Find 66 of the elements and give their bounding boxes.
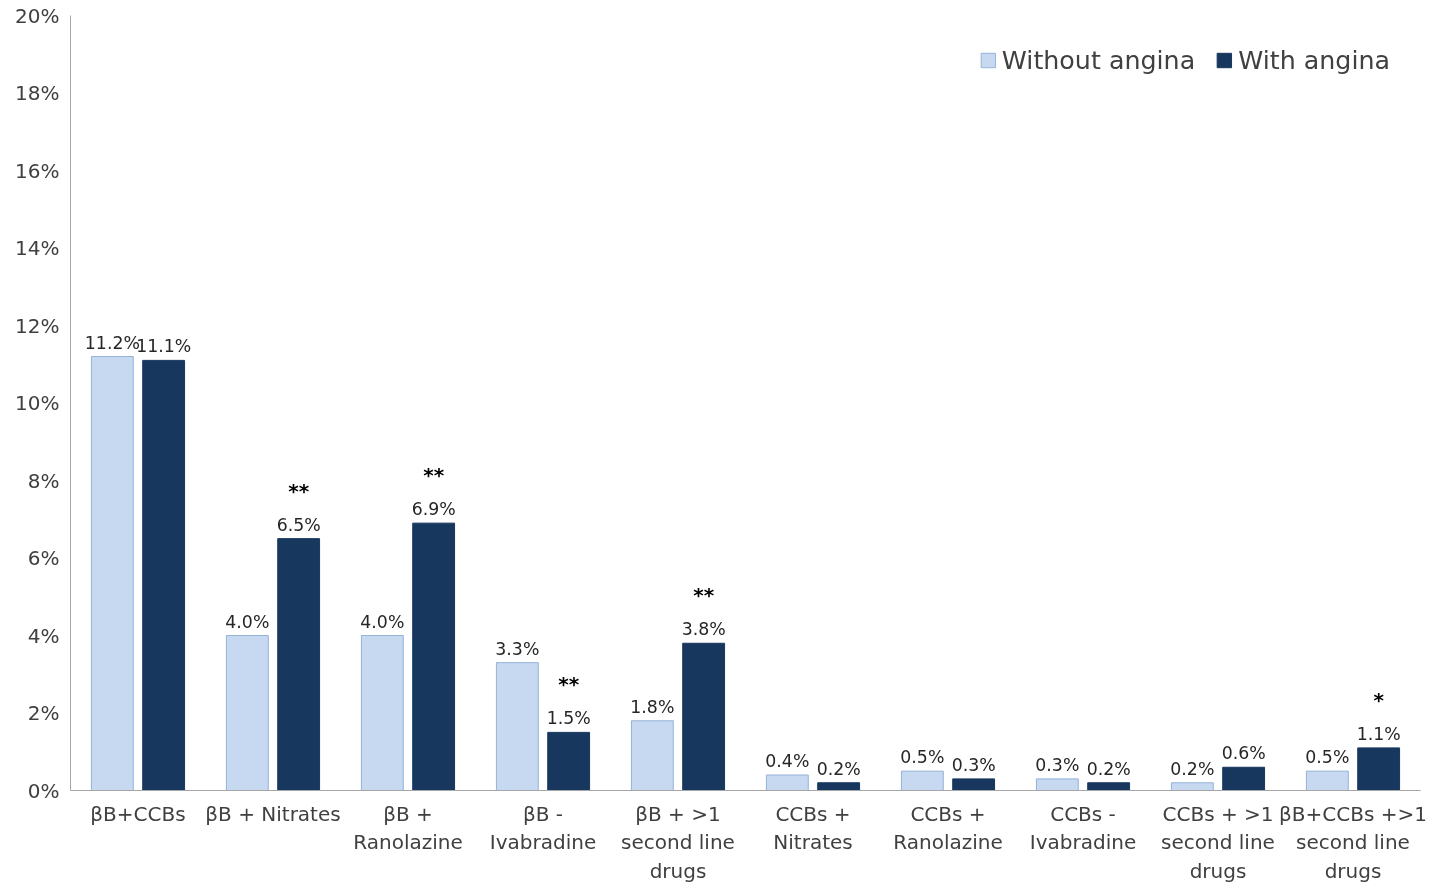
x-tick-label: βB+CCBs +>1 second line drugs: [1279, 801, 1427, 884]
bar: [1170, 782, 1214, 791]
legend-label: Without angina: [1001, 45, 1196, 75]
data-label: 0.2%: [1086, 758, 1131, 779]
data-label: 0.5%: [900, 747, 945, 768]
x-tick-label: βB - Ivabradine: [489, 801, 597, 855]
y-tick-label: 4%: [27, 623, 60, 648]
annotation: **: [558, 672, 580, 697]
y-tick-label: 10%: [15, 391, 60, 415]
bar: [412, 522, 456, 791]
x-tick-label: βB + Nitrates: [205, 801, 341, 826]
bar: [817, 782, 861, 791]
data-label: 6.5%: [276, 514, 321, 535]
y-tick-label: 16%: [15, 158, 60, 183]
y-tick-label: 20%: [15, 3, 60, 28]
x-tick-label: CCBs + Nitrates: [773, 801, 853, 855]
x-tick-label: CCBs + >1 second line drugs: [1161, 801, 1275, 884]
y-tick-label: 8%: [27, 468, 60, 493]
data-label: 0.2%: [816, 758, 861, 779]
y-tick-label: 0%: [27, 778, 60, 803]
bar: [952, 778, 996, 791]
y-tick-label: 18%: [15, 81, 60, 105]
data-label: 0.3%: [1035, 754, 1080, 775]
data-label: 1.1%: [1356, 723, 1401, 744]
bar: [682, 642, 726, 791]
x-tick-label: βB+CCBs: [90, 801, 186, 826]
data-label: 4.0%: [360, 611, 405, 632]
bar: [900, 770, 944, 791]
bar: [630, 720, 674, 791]
bar: [277, 538, 321, 791]
data-label: 3.3%: [495, 638, 540, 659]
x-tick-label: CCBs + Ranolazine: [893, 801, 1003, 855]
bar: [1035, 778, 1079, 791]
bar: [765, 774, 809, 791]
bar: [547, 731, 591, 791]
legend-label: With angina: [1238, 45, 1390, 75]
bar: [1222, 766, 1266, 791]
annotation: **: [288, 478, 310, 503]
x-tick-label: βB + >1 second line drugs: [621, 801, 735, 884]
y-tick-label: 2%: [27, 701, 60, 725]
data-label: 4.0%: [225, 611, 270, 632]
data-label: 0.4%: [765, 751, 810, 771]
annotation: **: [693, 583, 715, 608]
data-label: 6.9%: [411, 499, 456, 520]
annotation: *: [1373, 687, 1385, 712]
annotation: **: [423, 463, 445, 488]
y-tick-label: 12%: [15, 313, 60, 338]
x-tick-label: CCBs - Ivabradine: [1029, 801, 1137, 855]
bar: [360, 635, 404, 791]
data-label: 0.5%: [1305, 747, 1350, 768]
data-label: 0.6%: [1221, 743, 1266, 764]
bar: [1357, 747, 1401, 791]
data-label: 0.2%: [1170, 758, 1215, 779]
bar: [1305, 770, 1349, 791]
x-tick-label: βB + Ranolazine: [353, 801, 463, 855]
bar: [90, 356, 134, 791]
bar: [225, 635, 269, 791]
bar: [1087, 782, 1131, 791]
y-tick-label: 6%: [27, 546, 60, 570]
data-label: 3.8%: [681, 619, 726, 640]
bar: [142, 359, 186, 791]
data-label: 1.8%: [630, 696, 675, 717]
y-tick-label: 14%: [15, 236, 60, 260]
data-label: 0.3%: [951, 754, 996, 775]
data-label: 1.5%: [546, 708, 591, 729]
bar: [495, 662, 539, 791]
